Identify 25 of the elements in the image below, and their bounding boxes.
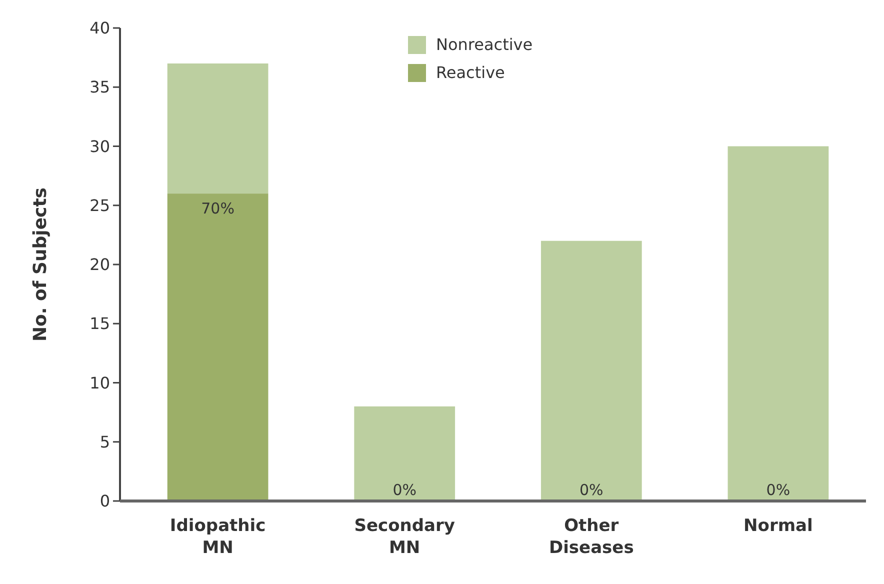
y-tick-label: 5 [100,432,110,452]
x-tick-label: Secondary MN [354,516,455,558]
legend-label: Reactive [436,63,505,82]
y-tick-label: 10 [90,373,110,392]
bar [540,240,642,501]
y-tick-label: 30 [90,136,110,156]
y-tick-label: 15 [90,314,110,334]
annotation: 0% [766,481,790,499]
y-tick-label: 20 [90,255,110,274]
legend-label: Nonreactive [436,35,533,54]
annotation: 70% [201,200,234,218]
bar [354,406,456,501]
bar [167,194,268,501]
x-tick-label: Idiopathic MN [170,516,266,558]
x-tick-label: Normal [744,516,813,536]
annotation: 0% [392,481,416,499]
y-tick-label: 40 [90,18,110,38]
annotation: 0% [580,481,604,499]
bar [728,146,829,501]
y-axis-title: No. of Subjects [30,187,51,342]
y-tick-label: 25 [90,196,110,215]
x-tick-label: Other Diseases [548,516,634,558]
bar [167,63,268,194]
y-tick-label: 35 [90,78,110,97]
y-tick-label: 0 [100,492,110,511]
